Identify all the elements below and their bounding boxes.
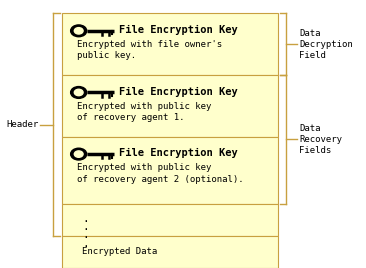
Text: Header: Header (6, 120, 38, 129)
Bar (62, 13, 278, 75)
Text: Encrypted with public key
of recovery agent 2 (optional).: Encrypted with public key of recovery ag… (77, 163, 243, 184)
Bar (62, 75, 278, 137)
Text: Encrypted Data: Encrypted Data (82, 247, 158, 256)
Text: Data
Decryption
Field: Data Decryption Field (299, 29, 353, 60)
Circle shape (74, 89, 83, 96)
Circle shape (71, 87, 87, 98)
Text: Encrypted with file owner's
public key.: Encrypted with file owner's public key. (77, 40, 222, 60)
Text: .: . (82, 214, 89, 224)
Bar (62, 137, 278, 204)
Text: File Encryption Key: File Encryption Key (119, 25, 237, 35)
Text: .: . (82, 222, 89, 232)
Text: Data
Recovery
Fields: Data Recovery Fields (299, 124, 342, 155)
Circle shape (74, 28, 83, 34)
Text: Encrypted with public key
of recovery agent 1.: Encrypted with public key of recovery ag… (77, 102, 211, 122)
Circle shape (71, 25, 87, 37)
Text: .: . (82, 230, 89, 240)
Text: .: . (82, 239, 89, 248)
Circle shape (71, 148, 87, 160)
Text: File Encryption Key: File Encryption Key (119, 87, 237, 97)
Bar (62, 236, 278, 268)
Bar (62, 204, 278, 236)
Circle shape (74, 151, 83, 157)
Text: File Encryption Key: File Encryption Key (119, 148, 237, 158)
